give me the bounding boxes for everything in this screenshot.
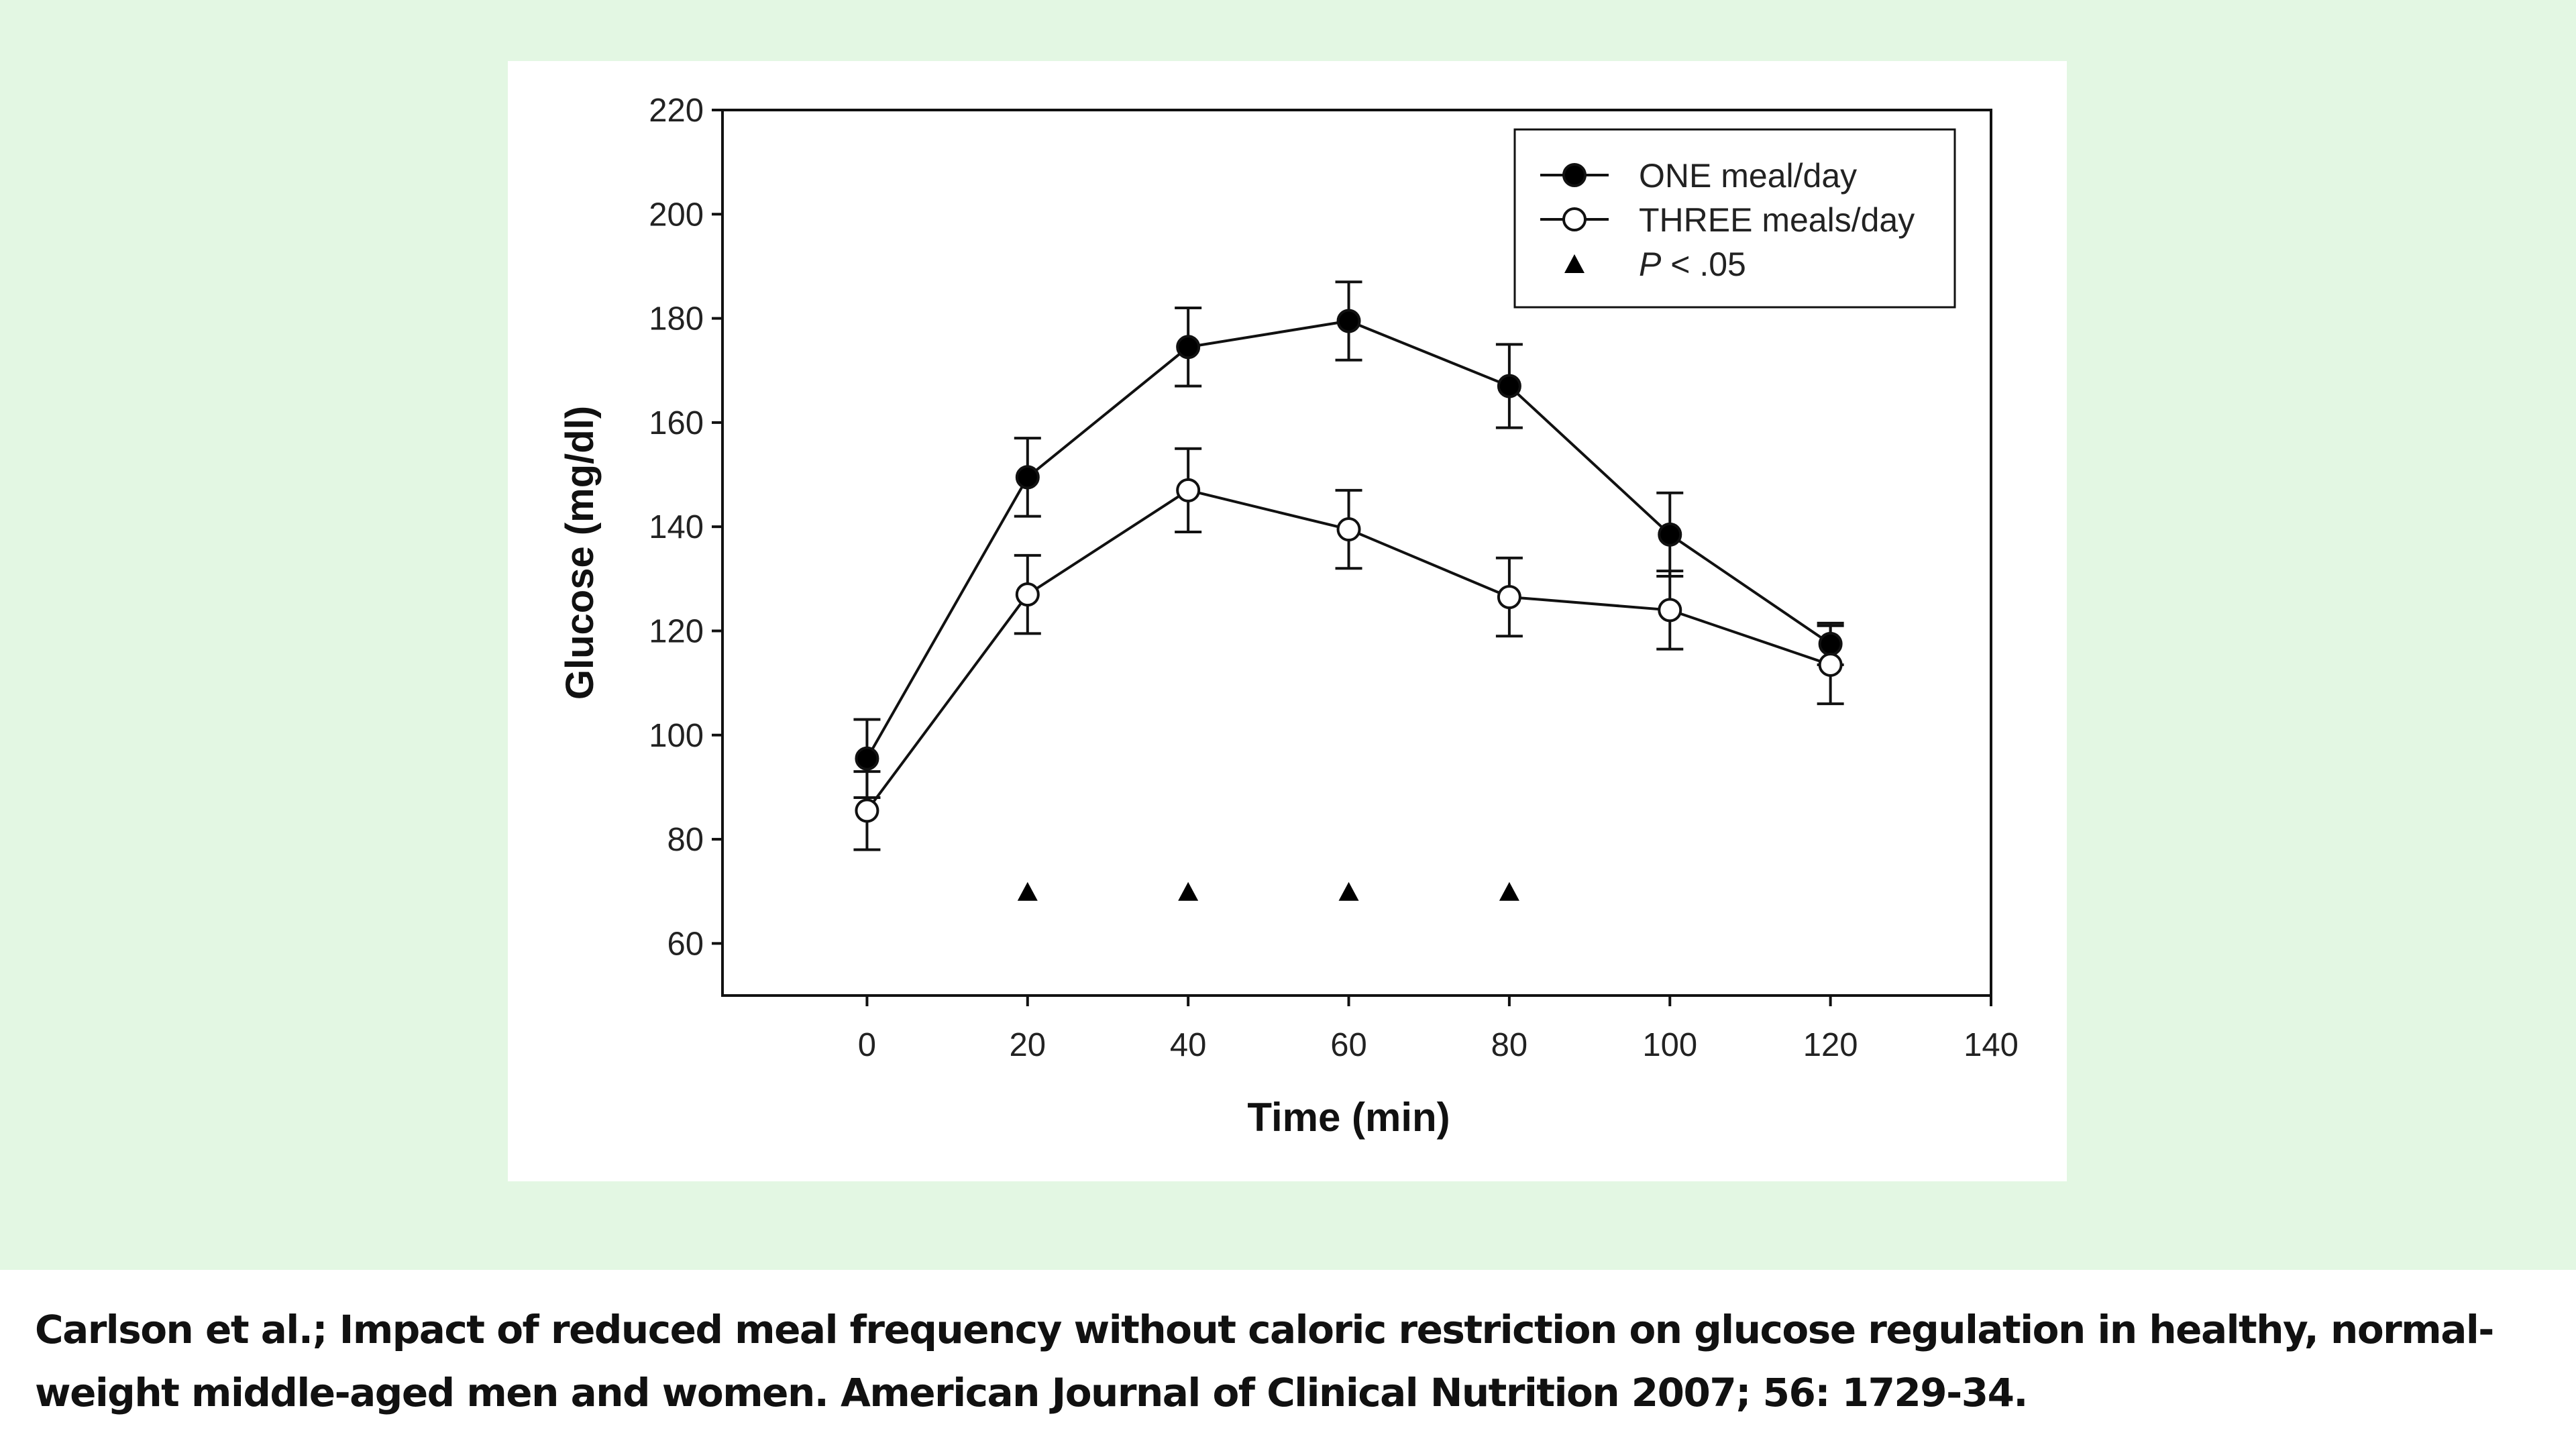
- one-meal-point: [1658, 522, 1682, 547]
- legend-filled-circle-icon: [1562, 163, 1587, 187]
- y-tick-label: 100: [649, 718, 704, 754]
- y-tick-label: 60: [667, 926, 704, 962]
- x-tick-label: 100: [1642, 1027, 1697, 1063]
- x-tick-label: 140: [1964, 1027, 2019, 1063]
- three-meals-point: [1818, 652, 1843, 677]
- glucose-chart: 60 80 100 120 140 160 180 200 220 0 20 40 60 80 100 120…: [558, 93, 2019, 1140]
- x-tick-label: 60: [1330, 1027, 1367, 1063]
- significance-triangle-icon: [1499, 881, 1519, 901]
- legend-triangle-icon: [1564, 254, 1585, 273]
- three-meals-point: [1658, 598, 1682, 623]
- y-tick-label: 140: [649, 509, 704, 545]
- x-axis-label: Time (min): [1247, 1095, 1450, 1140]
- y-axis-label: Glucose (mg/dl): [558, 406, 602, 700]
- three-meals-point: [1015, 582, 1040, 607]
- three-meals-point: [1336, 517, 1361, 542]
- figure-caption: Carlson et al.; Impact of reduced meal f…: [35, 1307, 2494, 1415]
- x-tick-label: 0: [858, 1027, 876, 1063]
- one-meal-point: [1176, 335, 1201, 360]
- significance-triangle-icon: [1178, 881, 1199, 901]
- one-meal-point: [855, 746, 879, 771]
- significance-triangle-icon: [1017, 881, 1038, 901]
- y-tick-label: 220: [649, 93, 704, 129]
- one-meal-point: [1015, 465, 1040, 490]
- p-threshold: < .05: [1661, 246, 1746, 283]
- three-meals-point: [855, 798, 879, 823]
- chart-panel: 60 80 100 120 140 160 180 200 220 0 20 40 60 80 100 120…: [508, 61, 2067, 1181]
- legend-label: THREE meals/day: [1639, 201, 1915, 239]
- p-symbol: P: [1639, 246, 1662, 283]
- significance-triangle-icon: [1338, 881, 1359, 901]
- y-tick-label: 200: [649, 197, 704, 233]
- x-tick-label: 80: [1491, 1027, 1528, 1063]
- y-tick-label: 180: [649, 301, 704, 337]
- one-meal-point: [1818, 631, 1843, 656]
- one-meal-point: [1497, 374, 1521, 398]
- legend-open-circle-icon: [1562, 207, 1587, 231]
- y-tick-label: 80: [667, 822, 704, 858]
- legend-label: ONE meal/day: [1639, 157, 1857, 195]
- three-meals-point: [1497, 585, 1521, 609]
- three-meals-point: [1176, 478, 1201, 502]
- one-meal-point: [1336, 309, 1361, 333]
- legend-label-significance: P < .05: [1639, 246, 1746, 283]
- y-tick-label: 160: [649, 405, 704, 441]
- y-tick-label: 120: [649, 613, 704, 649]
- x-tick-label: 120: [1803, 1027, 1858, 1063]
- x-tick-label: 20: [1010, 1027, 1046, 1063]
- plot-frame: [721, 109, 1992, 997]
- x-tick-label: 40: [1170, 1027, 1207, 1063]
